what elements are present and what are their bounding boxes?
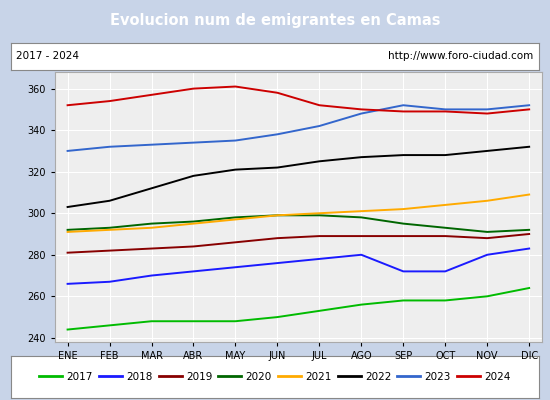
Text: 2017 - 2024: 2017 - 2024 [16, 51, 79, 61]
Text: Evolucion num de emigrantes en Camas: Evolucion num de emigrantes en Camas [110, 14, 440, 28]
Text: http://www.foro-ciudad.com: http://www.foro-ciudad.com [388, 51, 534, 61]
Legend: 2017, 2018, 2019, 2020, 2021, 2022, 2023, 2024: 2017, 2018, 2019, 2020, 2021, 2022, 2023… [35, 368, 515, 386]
